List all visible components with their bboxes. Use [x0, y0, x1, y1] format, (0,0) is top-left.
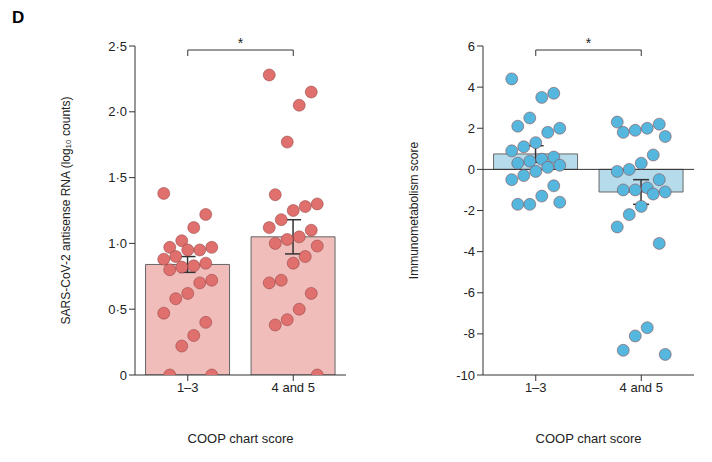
svg-text:2·0: 2·0 — [108, 104, 127, 119]
svg-text:2·5: 2·5 — [108, 39, 127, 54]
svg-text:1–3: 1–3 — [177, 380, 199, 395]
svg-text:0·5: 0·5 — [108, 302, 127, 317]
html-text:D: D — [12, 8, 25, 27]
svg-text:4 and 5: 4 and 5 — [272, 380, 315, 395]
svg-text:0: 0 — [468, 162, 475, 177]
svg-text:COOP chart score: COOP chart score — [188, 431, 294, 446]
svg-text:0: 0 — [120, 368, 127, 383]
svg-text:-10: -10 — [456, 368, 475, 383]
svg-text:1–3: 1–3 — [525, 380, 547, 395]
svg-text:*: * — [238, 35, 244, 51]
svg-text:COOP chart score: COOP chart score — [536, 431, 642, 446]
svg-text:4: 4 — [468, 80, 475, 95]
svg-text:6: 6 — [468, 39, 475, 54]
svg-text:1·0: 1·0 — [108, 236, 127, 251]
svg-text:Immunometabolism score: Immunometabolism score — [407, 141, 421, 279]
svg-text:2: 2 — [468, 121, 475, 136]
svg-text:4 and 5: 4 and 5 — [620, 380, 663, 395]
svg-text:SARS-CoV-2 antisense RNA (log₁: SARS-CoV-2 antisense RNA (log₁₀ counts) — [59, 97, 73, 325]
svg-text:-8: -8 — [463, 326, 475, 341]
svg-text:-4: -4 — [463, 244, 475, 259]
svg-text:-6: -6 — [463, 285, 475, 300]
svg-text:-2: -2 — [463, 203, 475, 218]
svg-text:*: * — [586, 35, 592, 51]
svg-text:1·5: 1·5 — [108, 170, 127, 185]
